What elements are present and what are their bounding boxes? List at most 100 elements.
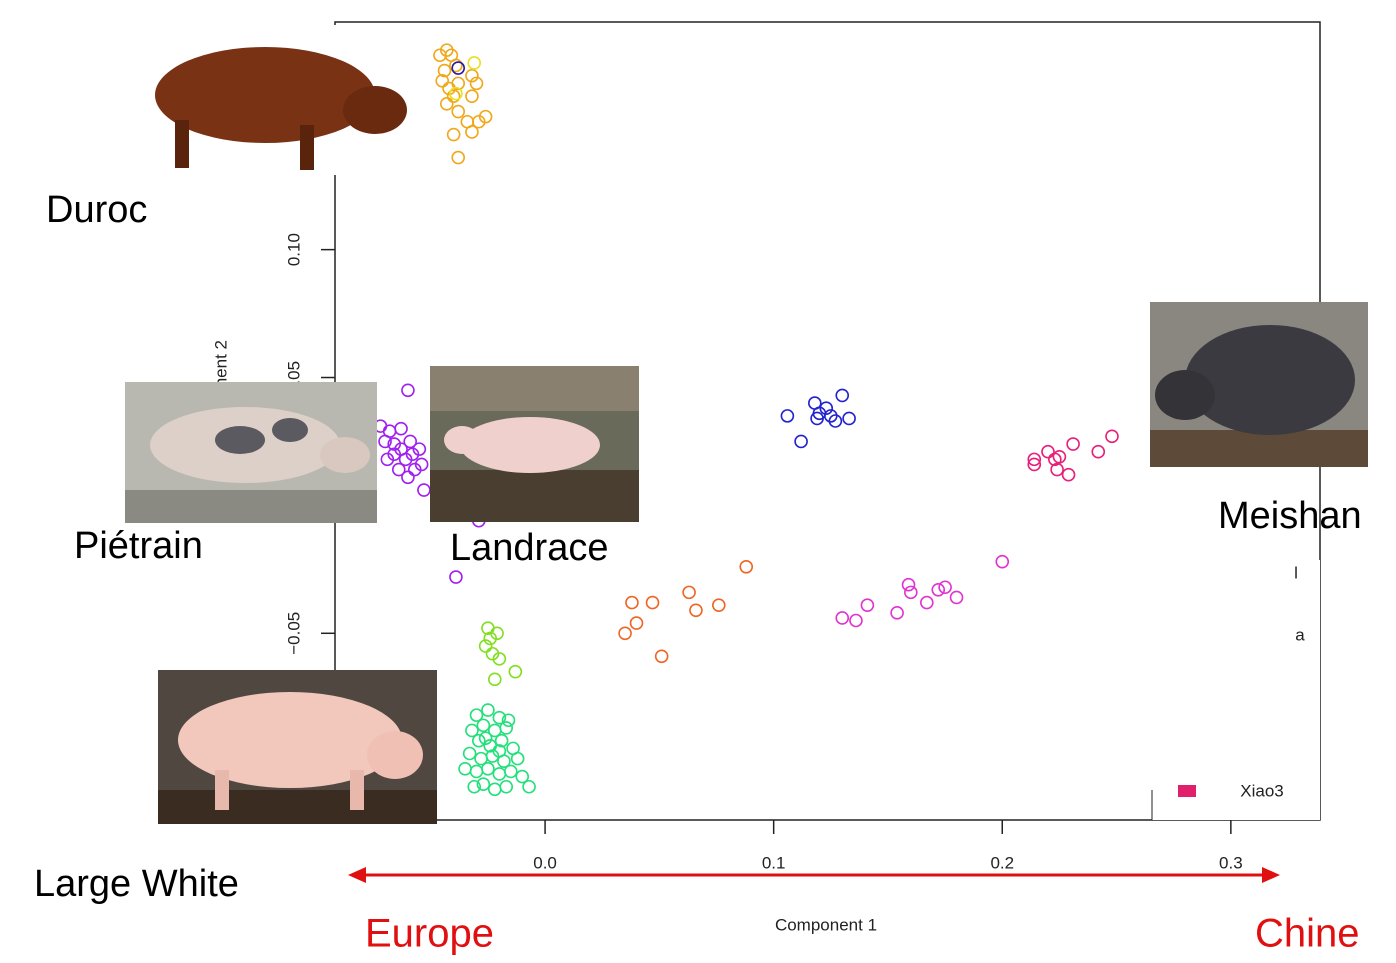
- x-tick-label: 0.3: [1219, 853, 1243, 872]
- point: [465, 723, 479, 738]
- point: [446, 89, 461, 103]
- point: [901, 577, 916, 592]
- point: [835, 611, 850, 625]
- point: [449, 58, 463, 73]
- point: [492, 767, 507, 781]
- point: [490, 626, 504, 641]
- photo-pietrain: [125, 382, 377, 523]
- x-tick-label: 0.0: [533, 853, 557, 872]
- point: [467, 779, 482, 794]
- point: [478, 639, 493, 653]
- point: [403, 434, 418, 449]
- point: [469, 764, 484, 779]
- point: [467, 56, 482, 70]
- point: [469, 708, 484, 722]
- point: [938, 580, 952, 595]
- point: [712, 598, 726, 612]
- legend-fragment: Xiao3: [1240, 781, 1283, 800]
- point: [478, 109, 493, 124]
- x-tick-label: 0.2: [990, 853, 1014, 872]
- point: [819, 401, 834, 416]
- point: [405, 447, 420, 462]
- point: [515, 769, 530, 784]
- point: [860, 598, 875, 612]
- photo-landrace: [430, 366, 639, 522]
- point: [492, 652, 507, 666]
- point: [487, 672, 502, 687]
- annotation: Chine: [1255, 912, 1360, 956]
- point: [485, 646, 500, 661]
- point: [481, 762, 495, 776]
- point: [1052, 450, 1067, 464]
- point: [414, 457, 429, 472]
- point: [492, 710, 507, 725]
- photo-meishan: [1150, 302, 1368, 467]
- annotation: Europe: [365, 912, 494, 956]
- point: [510, 751, 525, 766]
- point: [794, 434, 808, 449]
- annotation: Duroc: [46, 189, 147, 231]
- point: [508, 664, 523, 679]
- point: [1105, 429, 1119, 444]
- point: [503, 764, 518, 779]
- point: [629, 616, 644, 630]
- point: [417, 483, 431, 497]
- point: [394, 421, 408, 436]
- photo-duroc: [140, 25, 410, 175]
- annotation: Landrace: [450, 527, 608, 569]
- legend-swatch: [1178, 785, 1196, 797]
- point: [476, 777, 491, 791]
- point: [451, 104, 466, 119]
- point: [499, 721, 514, 735]
- annotation: Meishan: [1218, 495, 1362, 537]
- point: [437, 63, 452, 78]
- point: [920, 595, 934, 610]
- region-arrow: [348, 867, 1280, 883]
- point: [401, 383, 415, 398]
- point: [995, 554, 1010, 569]
- point: [492, 744, 507, 758]
- point: [625, 595, 639, 610]
- point: [469, 76, 484, 91]
- point: [835, 388, 850, 403]
- point: [481, 703, 495, 717]
- point: [458, 762, 472, 776]
- point: [810, 411, 824, 426]
- point: [682, 585, 696, 600]
- point: [478, 731, 493, 745]
- point: [407, 462, 422, 477]
- point: [487, 782, 502, 797]
- point: [451, 61, 466, 75]
- point: [387, 437, 402, 451]
- point: [462, 746, 477, 761]
- point: [949, 590, 964, 605]
- legend-box: [1152, 560, 1320, 820]
- point: [483, 631, 498, 646]
- point: [465, 125, 479, 139]
- photo-large-white: [158, 670, 437, 824]
- point: [1041, 444, 1055, 459]
- legend-fragment: l: [1294, 563, 1298, 582]
- point: [471, 733, 486, 748]
- point: [439, 97, 454, 111]
- annotation: Piétrain: [74, 525, 203, 567]
- point: [780, 409, 795, 423]
- point: [849, 613, 863, 628]
- point: [476, 718, 491, 733]
- annotation: Large White: [34, 863, 239, 905]
- point: [1027, 457, 1042, 472]
- point: [465, 89, 479, 103]
- point: [449, 570, 463, 584]
- point: [387, 447, 402, 462]
- point: [391, 462, 406, 477]
- point: [412, 442, 427, 456]
- point: [494, 733, 509, 748]
- point: [1091, 444, 1106, 459]
- point: [435, 74, 450, 88]
- point: [499, 779, 514, 794]
- point: [401, 470, 415, 485]
- point: [398, 452, 413, 467]
- point: [465, 68, 479, 83]
- point: [485, 749, 500, 763]
